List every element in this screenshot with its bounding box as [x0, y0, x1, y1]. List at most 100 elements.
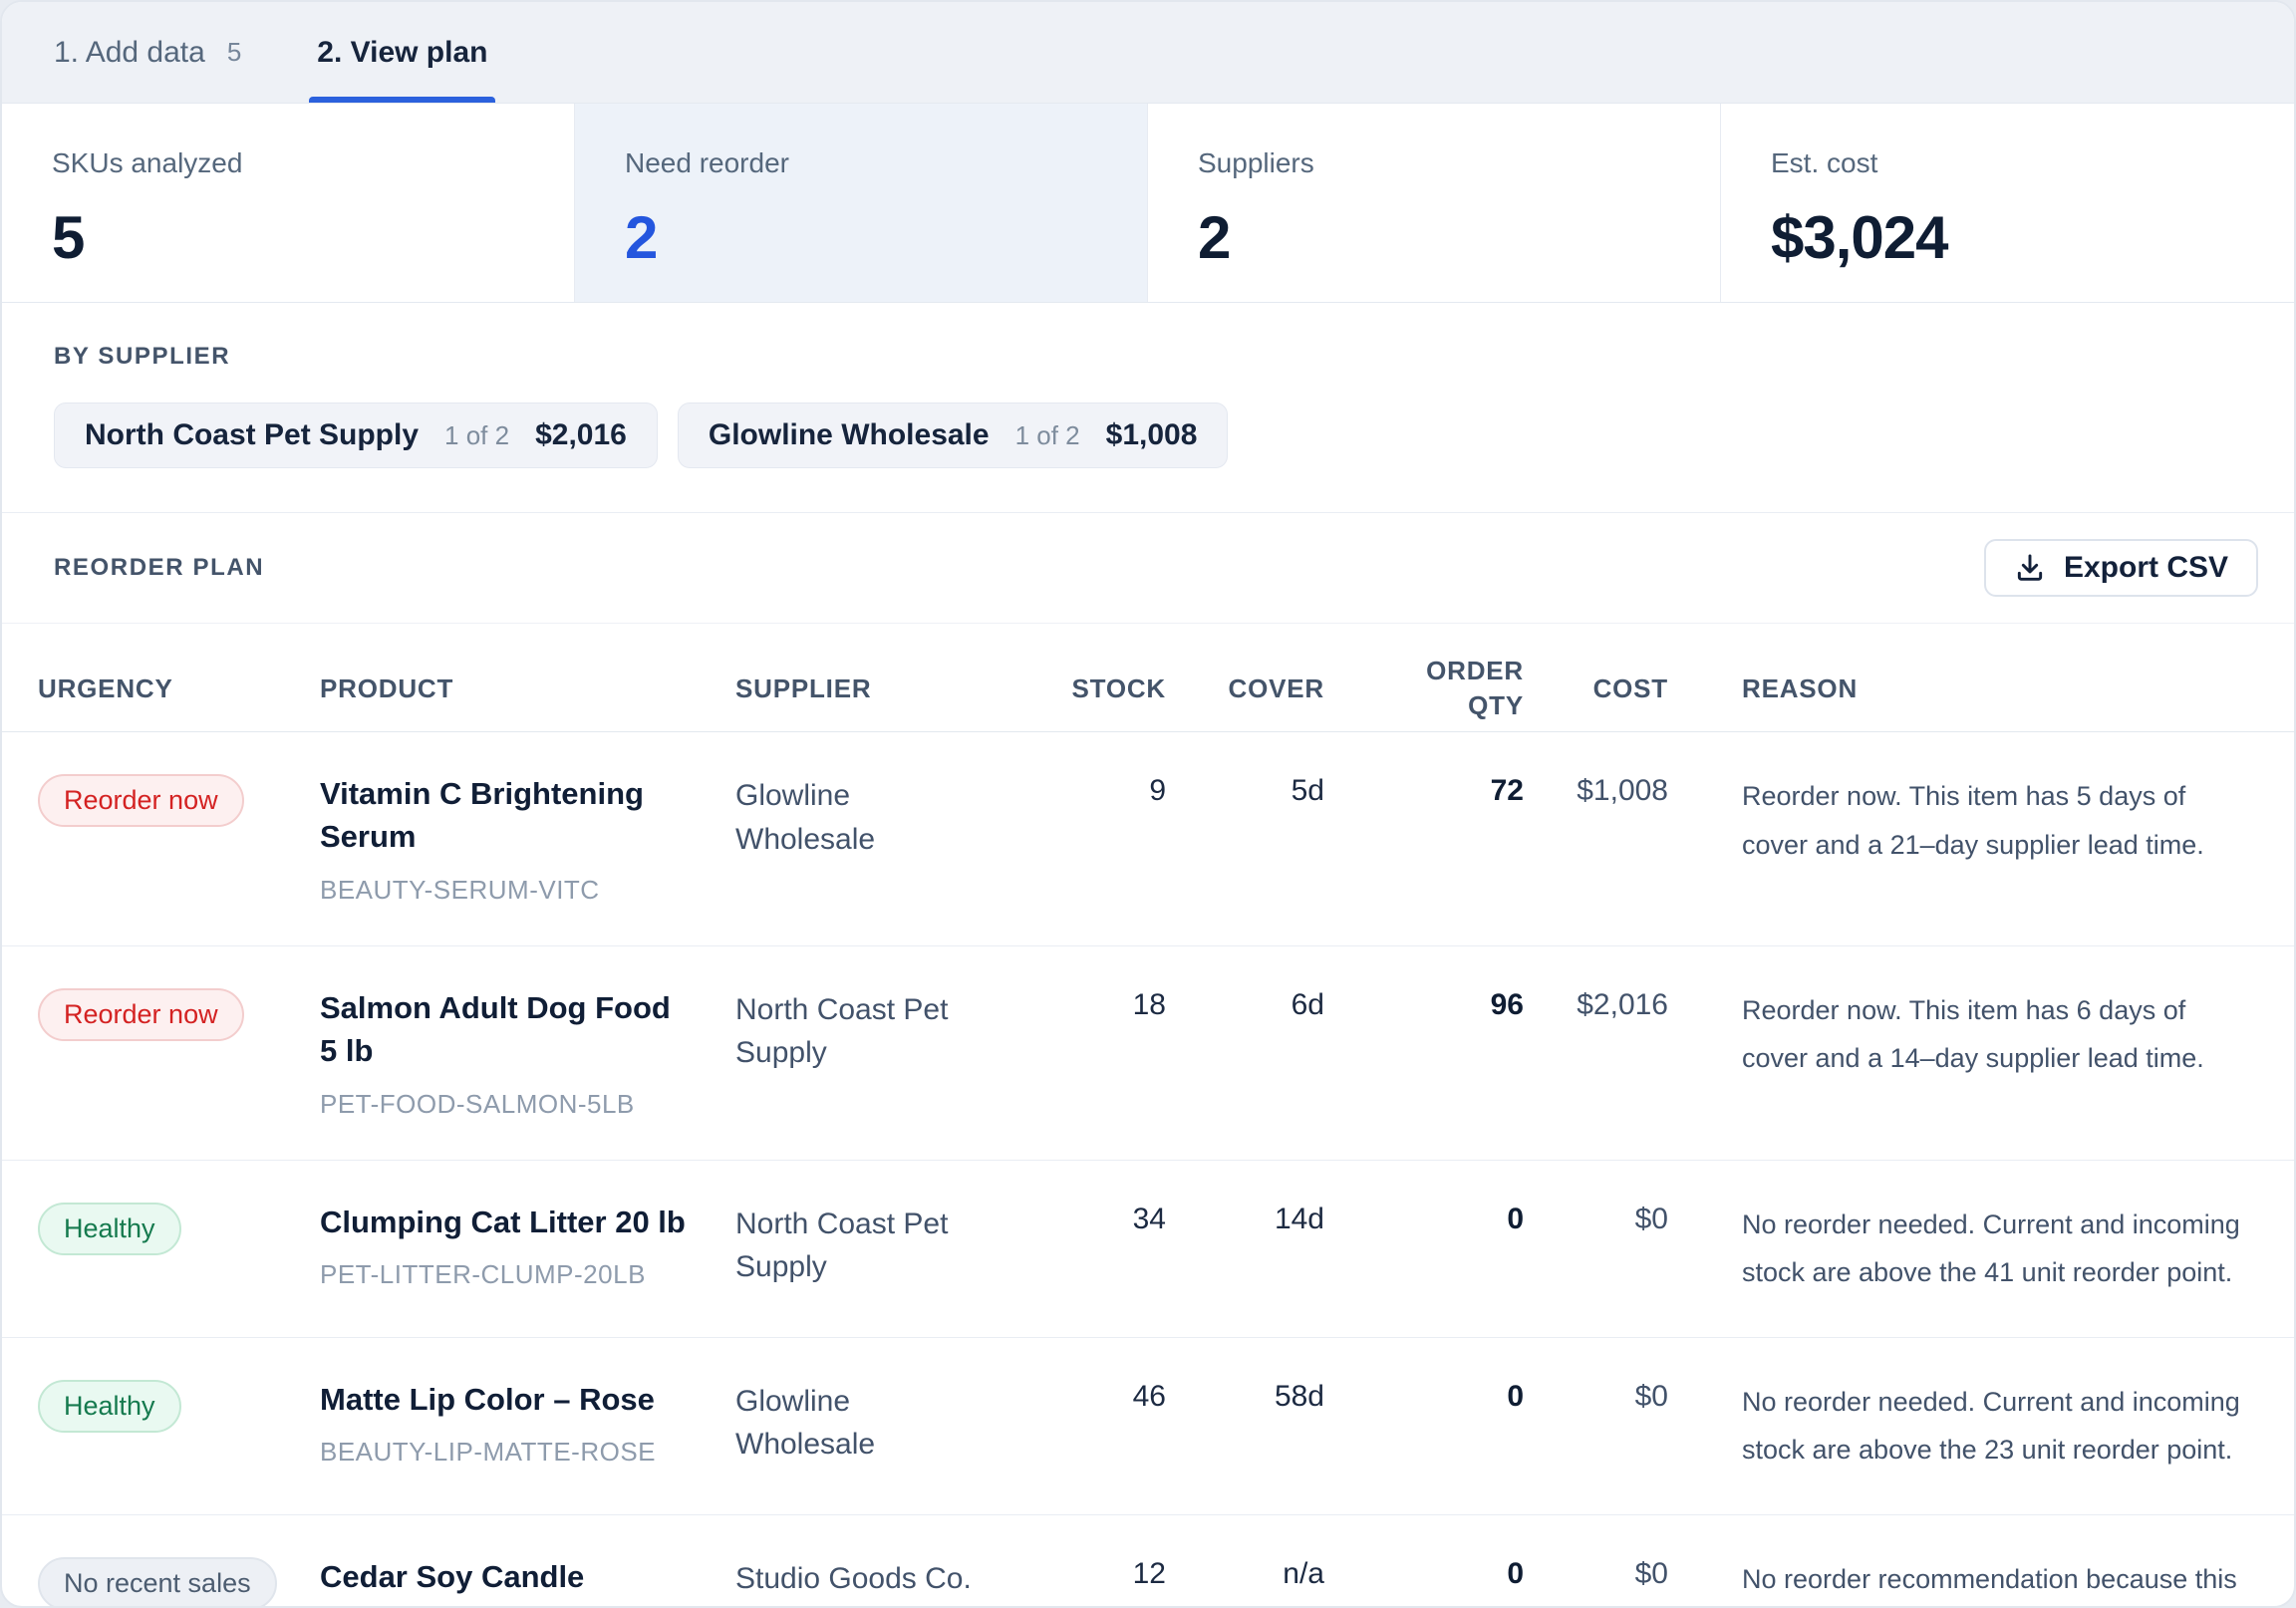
table-row: Healthy Matte Lip Color – Rose BEAUTY-LI…	[2, 1338, 2294, 1515]
stat-est-cost-value: $3,024	[1771, 203, 2294, 272]
cost-cell: $0	[1524, 1380, 1668, 1414]
plan-table-header: URGENCY PRODUCT SUPPLIER STOCK COVER ORD…	[2, 623, 2294, 732]
product-name: Cedar Soy Candle	[320, 1555, 696, 1598]
cover-cell: 6d	[1166, 988, 1324, 1022]
download-icon	[2014, 552, 2046, 584]
supplier-cell: North Coast Pet Supply	[735, 988, 1016, 1075]
stock-cell: 46	[1016, 1380, 1166, 1414]
export-csv-button[interactable]: Export CSV	[1984, 539, 2258, 597]
urgency-cell: Healthy	[38, 1201, 320, 1255]
stat-suppliers-value: 2	[1198, 203, 1720, 272]
col-header-supplier: SUPPLIER	[735, 671, 1016, 706]
cost-cell: $2,016	[1524, 988, 1668, 1022]
status-badge: Healthy	[38, 1380, 181, 1433]
export-csv-label: Export CSV	[2064, 551, 2228, 585]
reason-cell: No reorder recommendation because this i…	[1668, 1555, 2258, 1608]
order-qty-cell: 0	[1324, 1203, 1524, 1236]
product-name: Clumping Cat Litter 20 lb	[320, 1201, 696, 1243]
tab-add-data-count-badge: 5	[227, 37, 241, 68]
product-cell: Clumping Cat Litter 20 lb PET-LITTER-CLU…	[320, 1201, 735, 1290]
reason-cell: No reorder needed. Current and incoming …	[1668, 1201, 2258, 1297]
stats-row: SKUs analyzed 5 Need reorder 2 Suppliers…	[2, 104, 2294, 303]
product-sku: PET-FOOD-SALMON-5LB	[320, 1089, 696, 1120]
stat-est-cost: Est. cost $3,024	[1721, 104, 2294, 302]
table-row: No recent sales Cedar Soy Candle HOME-CA…	[2, 1515, 2294, 1608]
supplier-chip-glowline[interactable]: Glowline Wholesale 1 of 2 $1,008	[678, 402, 1229, 468]
supplier-chip-name: Glowline Wholesale	[709, 418, 990, 452]
stat-suppliers: Suppliers 2	[1148, 104, 1721, 302]
col-header-cost: COST	[1524, 671, 1668, 706]
reorder-plan-bar: REORDER PLAN Export CSV	[2, 512, 2294, 623]
product-cell: Matte Lip Color – Rose BEAUTY-LIP-MATTE-…	[320, 1378, 735, 1468]
table-row: Reorder now Vitamin C Brightening Serum …	[2, 732, 2294, 946]
stat-need-reorder-label: Need reorder	[625, 147, 1147, 179]
supplier-cell: Glowline Wholesale	[735, 774, 1016, 861]
stock-cell: 34	[1016, 1203, 1166, 1236]
cost-cell: $0	[1524, 1557, 1668, 1591]
supplier-chip-count: 1 of 2	[1015, 420, 1080, 451]
col-header-product: PRODUCT	[320, 671, 735, 706]
cover-cell: 58d	[1166, 1380, 1324, 1414]
step-tabbar: 1. Add data 5 2. View plan	[2, 2, 2294, 104]
supplier-chip-north-coast[interactable]: North Coast Pet Supply 1 of 2 $2,016	[54, 402, 658, 468]
product-name: Salmon Adult Dog Food 5 lb	[320, 986, 696, 1073]
col-header-cover: COVER	[1166, 671, 1324, 706]
stock-cell: 9	[1016, 774, 1166, 808]
reorder-plan-heading: REORDER PLAN	[54, 554, 264, 582]
stat-need-reorder: Need reorder 2	[575, 104, 1148, 302]
col-header-urgency: URGENCY	[38, 671, 320, 706]
stat-skus-analyzed: SKUs analyzed 5	[2, 104, 575, 302]
col-header-order-qty: ORDER QTY	[1324, 654, 1524, 723]
urgency-cell: No recent sales	[38, 1555, 320, 1608]
product-name: Matte Lip Color – Rose	[320, 1378, 696, 1421]
order-qty-cell: 72	[1324, 774, 1524, 808]
supplier-chip-name: North Coast Pet Supply	[85, 418, 419, 452]
reason-cell: No reorder needed. Current and incoming …	[1668, 1378, 2258, 1474]
reason-cell: Reorder now. This item has 5 days of cov…	[1668, 772, 2258, 869]
supplier-chip-amount: $1,008	[1106, 418, 1198, 452]
supplier-cell: North Coast Pet Supply	[735, 1203, 1016, 1289]
stock-cell: 12	[1016, 1557, 1166, 1591]
supplier-cell: Studio Goods Co.	[735, 1557, 1016, 1601]
by-supplier-section: BY SUPPLIER North Coast Pet Supply 1 of …	[2, 303, 2294, 512]
stat-est-cost-label: Est. cost	[1771, 147, 2294, 179]
stat-need-reorder-value: 2	[625, 203, 1147, 272]
by-supplier-heading: BY SUPPLIER	[54, 343, 2242, 371]
product-sku: PET-LITTER-CLUMP-20LB	[320, 1259, 696, 1290]
reorder-planner-app: 1. Add data 5 2. View plan SKUs analyzed…	[0, 0, 2296, 1608]
status-badge: Reorder now	[38, 774, 244, 827]
stat-skus-analyzed-label: SKUs analyzed	[52, 147, 574, 179]
product-sku: BEAUTY-LIP-MATTE-ROSE	[320, 1437, 696, 1468]
status-badge: Reorder now	[38, 988, 244, 1041]
product-cell: Vitamin C Brightening Serum BEAUTY-SERUM…	[320, 772, 735, 906]
cost-cell: $1,008	[1524, 774, 1668, 808]
product-cell: Cedar Soy Candle HOME-CANDLE-CEDAR	[320, 1555, 735, 1608]
tab-view-plan-label: 2. View plan	[317, 36, 487, 70]
order-qty-cell: 0	[1324, 1557, 1524, 1591]
urgency-cell: Reorder now	[38, 772, 320, 827]
cover-cell: 5d	[1166, 774, 1324, 808]
tab-view-plan[interactable]: 2. View plan	[303, 2, 501, 103]
product-name: Vitamin C Brightening Serum	[320, 772, 696, 859]
product-cell: Salmon Adult Dog Food 5 lb PET-FOOD-SALM…	[320, 986, 735, 1120]
urgency-cell: Reorder now	[38, 986, 320, 1041]
order-qty-cell: 0	[1324, 1380, 1524, 1414]
tab-add-data-label: 1. Add data	[54, 36, 205, 70]
reason-cell: Reorder now. This item has 6 days of cov…	[1668, 986, 2258, 1083]
status-badge: Healthy	[38, 1203, 181, 1255]
table-row: Reorder now Salmon Adult Dog Food 5 lb P…	[2, 946, 2294, 1161]
col-header-reason: REASON	[1668, 671, 2258, 706]
cover-cell: n/a	[1166, 1557, 1324, 1591]
product-sku: BEAUTY-SERUM-VITC	[320, 875, 696, 906]
supplier-chips: North Coast Pet Supply 1 of 2 $2,016 Glo…	[54, 402, 2242, 468]
order-qty-cell: 96	[1324, 988, 1524, 1022]
supplier-cell: Glowline Wholesale	[735, 1380, 1016, 1467]
stat-suppliers-label: Suppliers	[1198, 147, 1720, 179]
tab-add-data[interactable]: 1. Add data 5	[40, 2, 255, 103]
stock-cell: 18	[1016, 988, 1166, 1022]
supplier-chip-count: 1 of 2	[444, 420, 509, 451]
cover-cell: 14d	[1166, 1203, 1324, 1236]
stat-skus-analyzed-value: 5	[52, 203, 574, 272]
table-row: Healthy Clumping Cat Litter 20 lb PET-LI…	[2, 1161, 2294, 1338]
urgency-cell: Healthy	[38, 1378, 320, 1433]
